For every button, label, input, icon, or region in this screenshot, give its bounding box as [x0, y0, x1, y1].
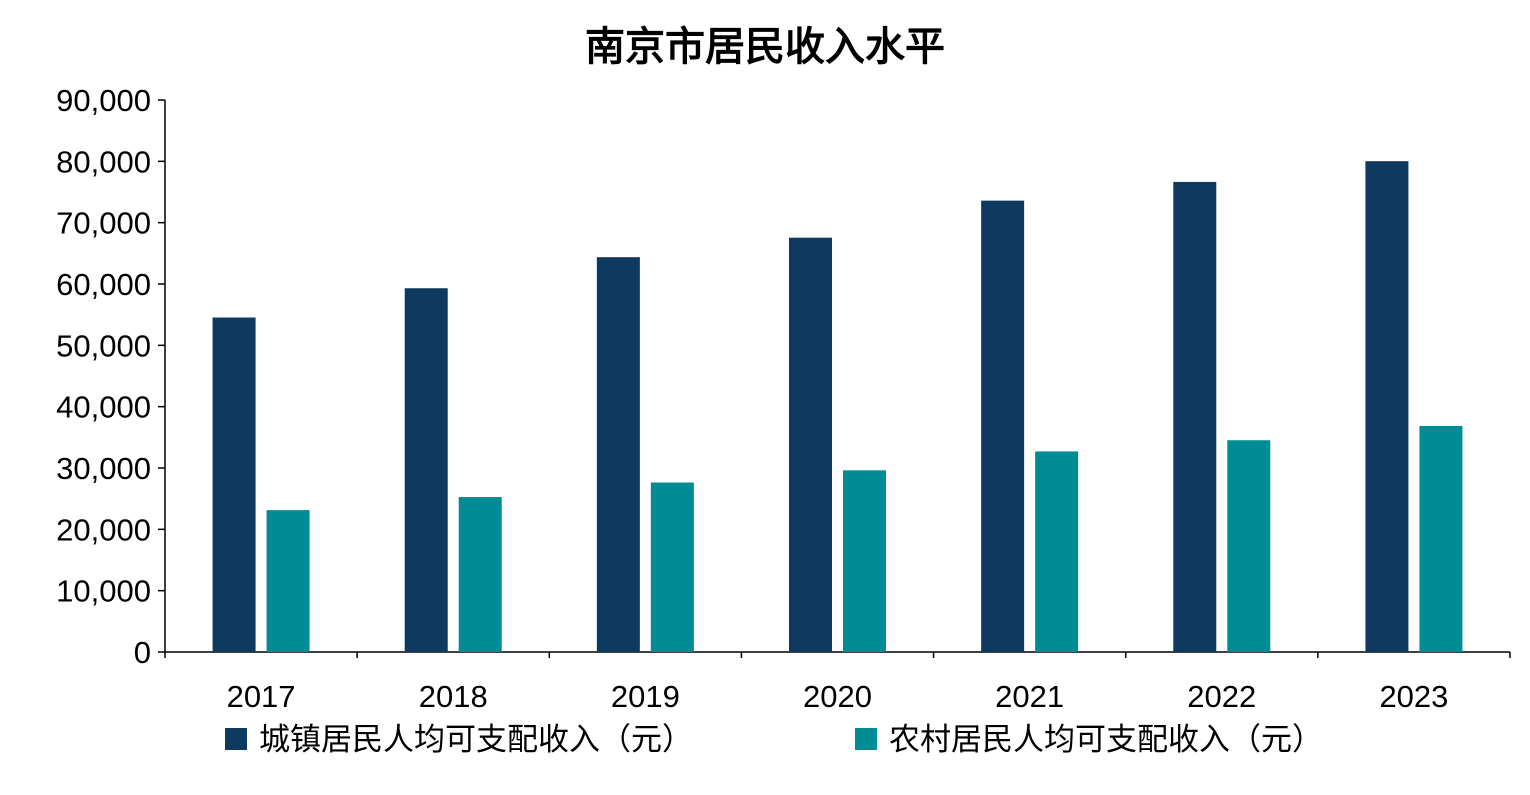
legend-label-0: 城镇居民人均可支配收入（元）	[259, 722, 693, 758]
legend-swatch-1	[855, 728, 877, 750]
x-tick-label: 2018	[419, 679, 488, 714]
x-tick-label: 2017	[227, 679, 296, 714]
y-tick-label: 90,000	[56, 83, 151, 118]
urban-income-bar-2022	[1173, 181, 1217, 653]
rural-income-bar-2019	[650, 482, 694, 652]
y-tick-label: 40,000	[56, 390, 151, 425]
y-tick-label: 70,000	[56, 206, 151, 241]
rural-income-bar-2018	[458, 497, 502, 652]
urban-income-bar-2020	[789, 237, 832, 652]
y-tick-label: 0	[134, 635, 151, 670]
urban-income-bar-2018	[404, 288, 448, 652]
legend-swatch-0	[225, 728, 247, 750]
x-tick-label: 2019	[611, 679, 680, 714]
x-tick-label: 2021	[995, 679, 1064, 714]
urban-income-bar-2017	[212, 317, 256, 652]
rural-income-bar-2020	[843, 470, 886, 652]
rural-income-bar-2017	[266, 510, 310, 652]
x-tick-label: 2020	[803, 679, 872, 714]
rural-income-bar-2021	[1035, 451, 1079, 652]
y-tick-label: 30,000	[56, 451, 151, 486]
legend-label-1: 农村居民人均可支配收入（元）	[889, 722, 1323, 758]
urban-income-bar-2021	[981, 200, 1025, 653]
chart-title: 南京市居民收入水平	[585, 24, 945, 70]
y-tick-label: 50,000	[56, 328, 151, 363]
urban-income-bar-2023	[1365, 161, 1409, 652]
y-tick-label: 60,000	[56, 267, 151, 302]
y-tick-label: 20,000	[56, 512, 151, 547]
y-tick-label: 10,000	[56, 574, 151, 609]
rural-income-bar-2023	[1419, 425, 1463, 652]
rural-income-bar-2022	[1227, 440, 1271, 652]
urban-income-bar-2019	[596, 257, 640, 652]
x-tick-label: 2023	[1379, 679, 1448, 714]
x-tick-label: 2022	[1187, 679, 1256, 714]
y-tick-label: 80,000	[56, 144, 151, 179]
